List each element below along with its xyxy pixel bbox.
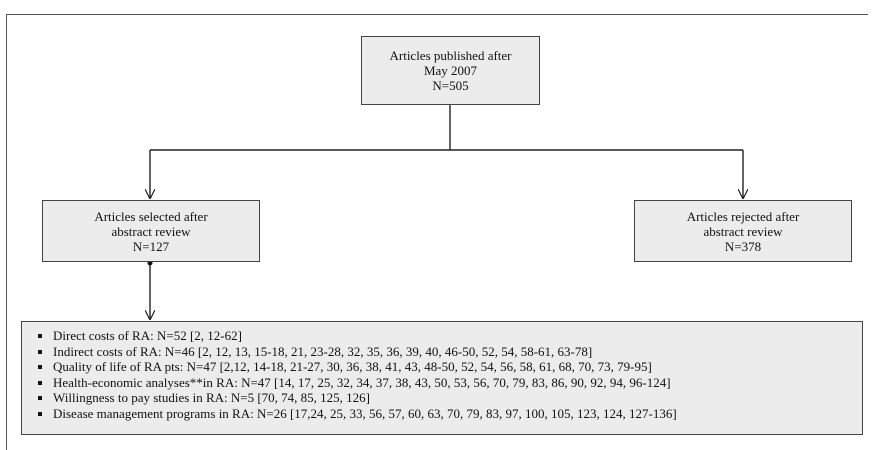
category-item-willingness-to-pay: Willingness to pay studies in RA: N=5 [7… [38, 390, 862, 406]
box-articles-rejected-line-2: abstract review [703, 223, 783, 239]
box-articles-published: Articles published after May 2007 N=505 [361, 36, 540, 105]
box-articles-rejected: Articles rejected after abstract review … [634, 200, 852, 262]
figure-frame-left [6, 14, 7, 450]
category-item-disease-management: Disease management programs in RA: N=26 … [38, 406, 862, 422]
box-articles-selected-line-2: abstract review [111, 223, 191, 239]
category-list: Direct costs of RA: N=52 [2, 12-62] Indi… [38, 328, 862, 422]
category-item-health-economic: Health-economic analyses**in RA: N=47 [1… [38, 375, 862, 391]
box-articles-published-line-2: May 2007 [423, 63, 478, 78]
box-articles-published-line-1: Articles published after [389, 48, 512, 63]
figure-frame-top [6, 14, 868, 15]
box-category-list: Direct costs of RA: N=52 [2, 12-62] Indi… [21, 321, 863, 435]
category-item-indirect-costs: Indirect costs of RA: N=46 [2, 12, 13, 1… [38, 344, 862, 360]
box-articles-selected-line-3: N=127 [132, 238, 170, 254]
box-articles-rejected-line-3: N=378 [724, 238, 762, 254]
category-item-direct-costs: Direct costs of RA: N=52 [2, 12-62] [38, 328, 862, 344]
category-item-quality-of-life: Quality of life of RA pts: N=47 [2,12, 1… [38, 359, 862, 375]
box-articles-selected-line-1: Articles selected after [94, 208, 208, 224]
box-articles-published-line-3: N=505 [432, 78, 469, 93]
box-articles-selected: Articles selected after abstract review … [42, 200, 260, 262]
box-articles-rejected-line-1: Articles rejected after [686, 208, 800, 224]
